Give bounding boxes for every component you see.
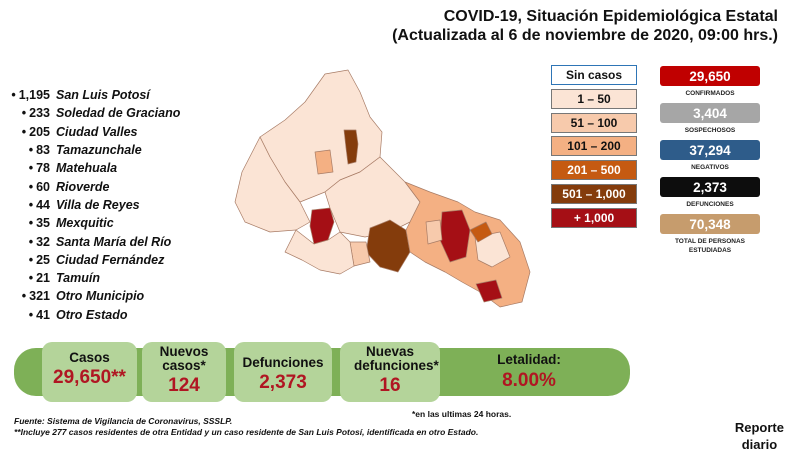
municipality-count: 78	[8, 161, 56, 175]
map-region-huasteca-4	[425, 219, 443, 245]
municipality-count: 41	[8, 308, 56, 322]
stat-block: 29,650 CONFIRMADOS	[660, 66, 760, 103]
municipality-name: Soledad de Graciano	[56, 106, 181, 121]
footnote-24h: *en las ultimas 24 horas.	[412, 409, 512, 419]
report-line-2: diario	[741, 437, 778, 452]
stat-value: 2,373	[660, 177, 760, 197]
map-legend: Sin casos 1 – 50 51 – 100 101 – 200 201 – 50…	[551, 65, 637, 232]
stat-label: NEGATIVOS	[691, 164, 729, 171]
title-line-2: (Actualizada al 6 de noviembre de 2020, …	[392, 27, 778, 44]
municipality-name: Santa María del Río	[56, 234, 172, 249]
map-region-rioverde	[365, 219, 411, 273]
nuevos-casos-value: 124	[168, 375, 200, 396]
legend-item: 501 – 1,000	[551, 183, 637, 204]
municipality-name: Tamazunchale	[56, 143, 142, 158]
page-title: COVID-19, Situación Epidemiológica Estat…	[308, 7, 778, 46]
tile-nuevas-defunciones: Nuevas defunciones* 16	[340, 342, 440, 402]
map-region-huasteca-3	[469, 221, 493, 243]
legend-item: Sin casos	[551, 65, 637, 85]
legend-item: 51 – 100	[551, 112, 637, 133]
municipality-count: 321	[8, 289, 56, 303]
stat-label: CONFIRMADOS	[685, 90, 735, 97]
municipality-count: 44	[8, 198, 56, 212]
nuevas-defunciones-value: 16	[379, 375, 401, 396]
municipality-name: Villa de Reyes	[56, 197, 140, 212]
municipality-count: 21	[8, 271, 56, 285]
stat-value: 37,294	[660, 140, 760, 160]
municipality-count: 32	[8, 235, 56, 249]
municipality-count: 205	[8, 125, 56, 139]
letalidad-value: 8.00%	[502, 370, 556, 391]
casos-label: Casos	[69, 350, 110, 365]
summary-banner: Casos 29,650** Nuevos casos* 124 Defunci…	[14, 342, 630, 402]
stat-label: SOSPECHOSOS	[684, 127, 736, 134]
stat-block: 37,294 NEGATIVOS	[660, 140, 760, 177]
report-line-1: Reporte	[734, 420, 784, 435]
municipality-name: Ciudad Fernández	[56, 252, 165, 267]
state-map	[234, 69, 531, 308]
stat-block: 70,348 TOTAL DE PERSONAS ESTUDIADAS	[660, 214, 760, 256]
stat-label: TOTAL DE PERSONAS ESTUDIADAS	[674, 238, 746, 254]
tile-casos: Casos 29,650**	[42, 342, 137, 402]
legend-item: + 1,000	[551, 207, 637, 228]
casos-value: 29,650**	[53, 367, 126, 388]
defunciones-value: 2,373	[259, 372, 307, 393]
legend-item: 201 – 500	[551, 160, 637, 181]
municipality-name: San Luis Potosí	[56, 88, 150, 103]
source-notes: Fuente: Sistema de Vigilancia de Coronav…	[14, 416, 534, 438]
report-label: Reporte diario	[735, 419, 784, 453]
source-text: Fuente: Sistema de Vigilancia de Coronav…	[14, 416, 233, 426]
stat-value: 70,348	[660, 214, 760, 234]
municipality-name: Otro Municipio	[56, 289, 145, 304]
nuevos-casos-label: Nuevos casos*	[159, 344, 209, 373]
legend-item: 1 – 50	[551, 88, 637, 109]
footnote-detail: **Incluye 277 casos residentes de otra E…	[14, 427, 479, 437]
municipality-count: 35	[8, 216, 56, 230]
stat-label: DEFUNCIONES	[686, 201, 734, 208]
title-line-1: COVID-19, Situación Epidemiológica Estat…	[443, 8, 778, 25]
municipality-count: 1,195	[8, 88, 56, 102]
tile-defunciones: Defunciones 2,373	[234, 342, 332, 402]
letalidad-label: Letalidad:	[497, 352, 561, 367]
map-region-matehuala	[343, 129, 359, 165]
municipality-count: 25	[8, 253, 56, 267]
map-region-huasteca-2	[474, 231, 511, 268]
municipality-count: 83	[8, 143, 56, 157]
defunciones-label: Defunciones	[242, 355, 324, 370]
stat-block: 3,404 SOSPECHOSOS	[660, 103, 760, 140]
stat-value: 3,404	[660, 103, 760, 123]
municipality-name: Matehuala	[56, 161, 118, 176]
nuevas-defunciones-label: Nuevas defunciones*	[354, 344, 439, 373]
tile-nuevos-casos: Nuevos casos* 124	[142, 342, 226, 402]
municipality-count: 233	[8, 106, 56, 120]
map-region-south	[284, 229, 355, 275]
stat-block: 2,373 DEFUNCIONES	[660, 177, 760, 214]
map-region-tamazunchale	[475, 279, 503, 303]
map-region-north-2	[314, 149, 334, 175]
municipality-name: Mexquitic	[56, 216, 114, 231]
municipality-name: Ciudad Valles	[56, 124, 138, 139]
stats-panel: 29,650 CONFIRMADOS 3,404 SOSPECHOSOS 37,294 N…	[660, 66, 760, 256]
municipality-name: Otro Estado	[56, 307, 128, 322]
municipality-count: 60	[8, 180, 56, 194]
letalidad: Letalidad: 8.00%	[444, 352, 614, 392]
municipality-name: Tamuín	[56, 271, 100, 286]
stat-value: 29,650	[660, 66, 760, 86]
municipality-name: Rioverde	[56, 179, 110, 194]
legend-item: 101 – 200	[551, 136, 637, 157]
